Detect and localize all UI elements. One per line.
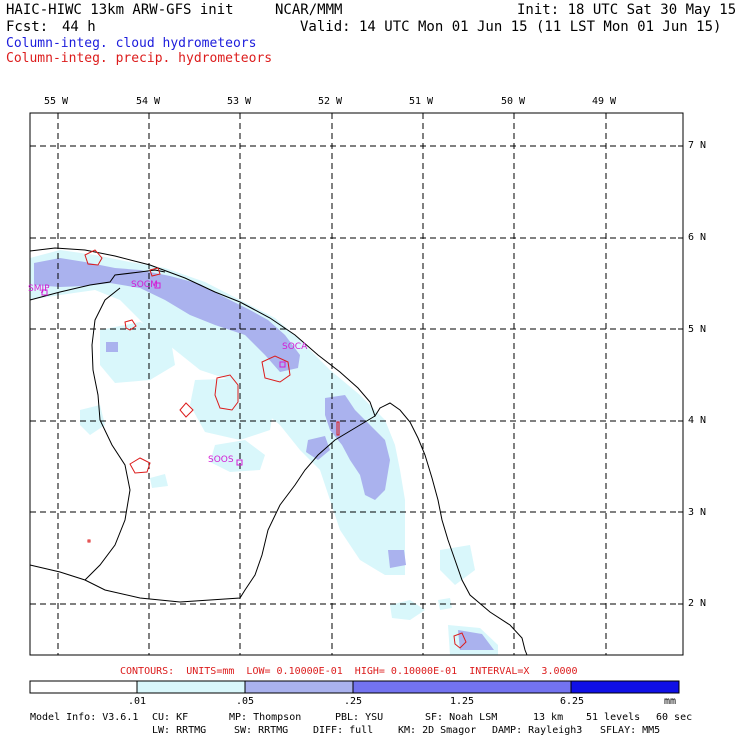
colorbar-unit: mm <box>664 696 677 707</box>
country-borders <box>29 269 376 603</box>
station-label-smjp: SMJP <box>28 284 50 294</box>
lon-label-50w: 50 W <box>501 96 526 107</box>
model-info-km: KM: 2D Smagor <box>398 725 477 736</box>
lat-lon-grid <box>30 113 683 655</box>
model-title: HAIC-HIWC 13km ARW-GFS init <box>6 2 234 18</box>
contours-info: CONTOURS: UNITS=mm LOW= 0.10000E-01 HIGH… <box>120 666 578 677</box>
lon-label-49w: 49 W <box>592 96 617 107</box>
forecast-label: Fcst: <box>6 19 49 35</box>
colorbar-bin-2 <box>136 680 246 694</box>
colorbar-bin-5 <box>570 680 680 694</box>
colorbar-label-3: 1.25 <box>450 696 475 707</box>
model-info-sflay: SFLAY: MM5 <box>600 725 661 736</box>
model-info-version: Model Info: V3.6.1 <box>30 712 139 723</box>
colorbar-bin-4 <box>352 680 572 694</box>
model-info-resolution: 13 km <box>533 712 564 723</box>
field-label-precip: Column-integ. precip. hydrometeors <box>6 51 273 66</box>
colorbar <box>29 680 680 694</box>
model-info-mp: MP: Thompson <box>229 712 302 723</box>
station-label-socm: SOCM <box>131 280 158 290</box>
lon-label-53w: 53 W <box>227 96 252 107</box>
init-time: Init: 18 UTC Sat 30 May 15 <box>517 2 737 18</box>
model-info-levels: 51 levels <box>586 712 641 723</box>
model-info-pbl: PBL: YSU <box>335 712 384 723</box>
lon-label-54w: 54 W <box>136 96 161 107</box>
lat-label-2n: 2 N <box>688 598 707 609</box>
model-info-diff: DIFF: full <box>313 725 374 736</box>
forecast-value: 44 h <box>62 19 96 35</box>
colorbar-label-0: .01 <box>128 696 147 707</box>
lat-label-3n: 3 N <box>688 507 707 518</box>
model-info-damp: DAMP: Rayleigh3 <box>492 725 583 736</box>
field-label-cloud: Column-integ. cloud hydrometeors <box>6 36 257 51</box>
colorbar-label-1: .05 <box>236 696 255 707</box>
lat-label-5n: 5 N <box>688 324 707 335</box>
station-marker-smjp <box>41 289 48 296</box>
lon-label-51w: 51 W <box>409 96 434 107</box>
station-marker-socm <box>154 282 161 289</box>
map-frame <box>29 112 684 656</box>
station-label-soos: SOOS <box>208 455 234 465</box>
valid-time: Valid: 14 UTC Mon 01 Jun 15 (11 LST Mon … <box>300 19 722 35</box>
model-info-sf: SF: Noah LSM <box>425 712 498 723</box>
station-label-soca: SOCA <box>282 342 308 352</box>
cloud-shading-light <box>30 250 498 655</box>
lon-label-55w: 55 W <box>44 96 69 107</box>
org-label: NCAR/MMM <box>275 2 343 18</box>
colorbar-bin-3 <box>244 680 354 694</box>
lat-label-6n: 6 N <box>688 232 707 243</box>
frame-ticks <box>57 113 683 605</box>
model-info-cu: CU: KF <box>152 712 189 723</box>
lat-label-4n: 4 N <box>688 415 707 426</box>
lon-label-52w: 52 W <box>318 96 343 107</box>
model-info-timestep: 60 sec <box>656 712 693 723</box>
station-marker-soos <box>236 459 243 466</box>
lat-label-7n: 7 N <box>688 140 707 151</box>
coastline <box>29 247 528 656</box>
cloud-shading-medium <box>34 258 494 650</box>
colorbar-label-2: .25 <box>344 696 363 707</box>
colorbar-label-4: 6.25 <box>560 696 585 707</box>
station-marker-soca <box>279 361 286 368</box>
model-info-sw: SW: RRTMG <box>234 725 289 736</box>
station-markers <box>41 282 286 466</box>
model-info-lw: LW: RRTMG <box>152 725 207 736</box>
precip-contours <box>84 249 467 649</box>
colorbar-bin-1 <box>29 680 138 694</box>
